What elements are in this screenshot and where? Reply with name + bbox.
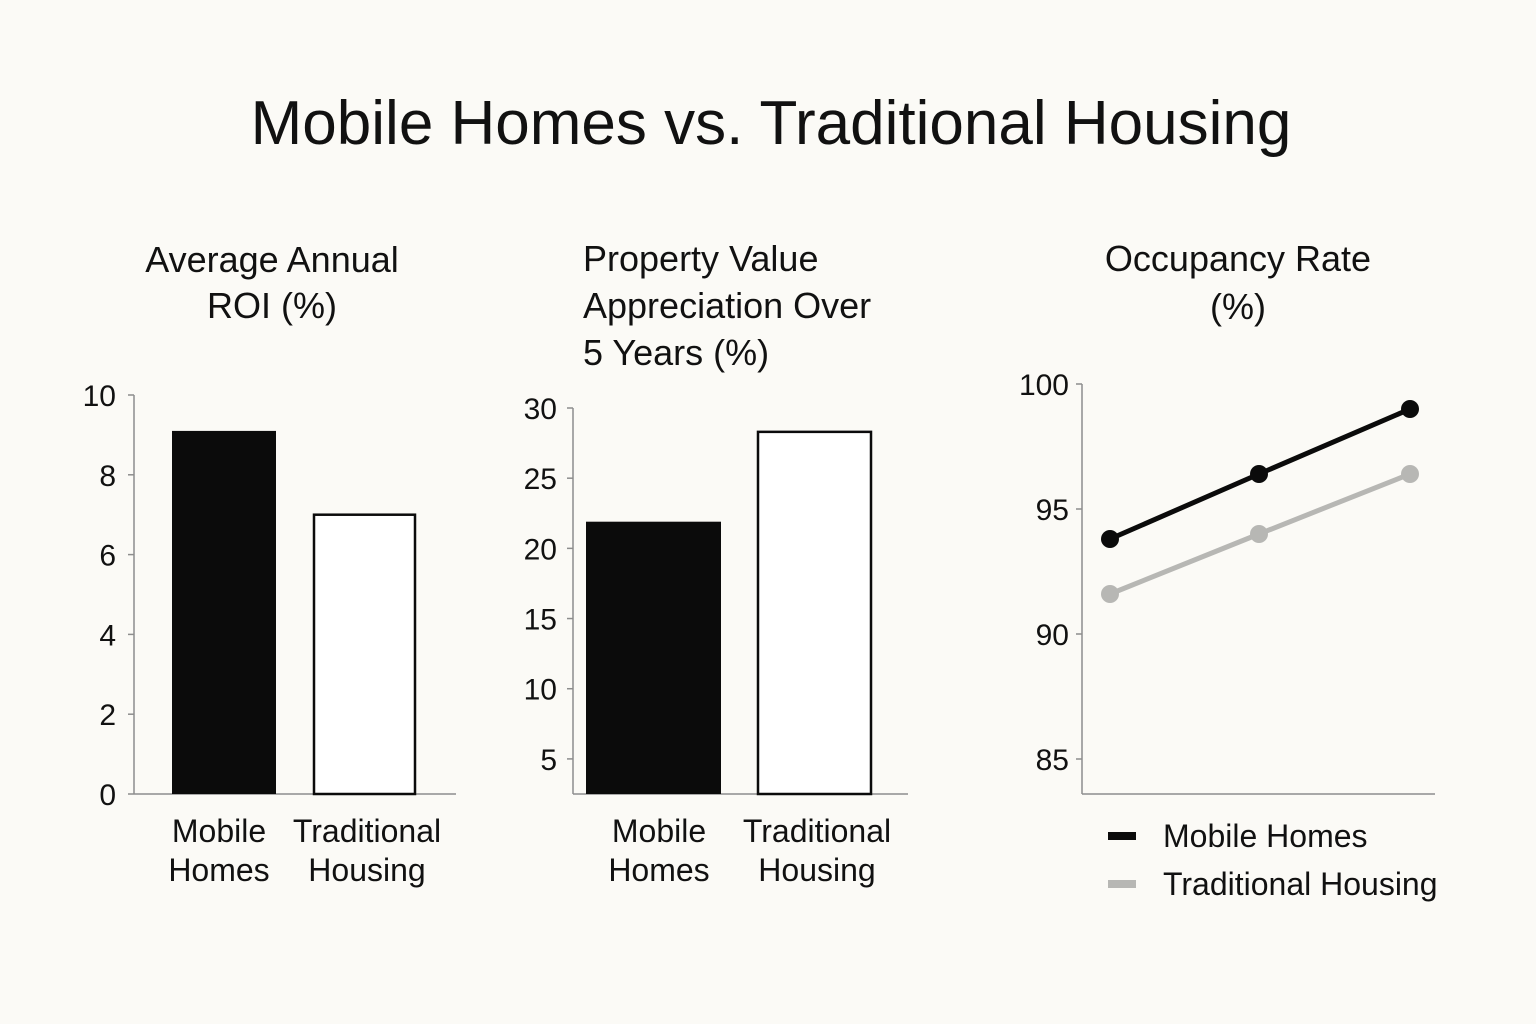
y-tick-label: 20	[524, 533, 557, 566]
y-tick-label: 10	[83, 380, 116, 413]
y-tick-label: 4	[99, 619, 116, 652]
x-category-label: Homes	[608, 852, 709, 888]
panel-title-line: ROI (%)	[207, 285, 337, 326]
bar-traditional-housing	[756, 430, 873, 796]
data-point-mobile-homes	[1250, 465, 1268, 483]
y-tick-label: 6	[99, 540, 116, 573]
legend-label: Traditional Housing	[1163, 866, 1438, 902]
bar-mobile-homes	[586, 521, 721, 794]
x-category-label: Traditional	[743, 813, 891, 849]
x-category-label: Traditional	[293, 813, 441, 849]
y-tick-label: 8	[99, 460, 116, 493]
y-tick-label: 2	[99, 699, 116, 732]
chart-panel-3: Occupancy Rate (%) 85 90 95 100 Mobile Homes Tr…	[1019, 238, 1438, 902]
panel-title-line: (%)	[1210, 286, 1266, 327]
data-point-traditional-housing	[1101, 585, 1119, 603]
x-category-label: Homes	[168, 852, 269, 888]
y-tick-label: 30	[524, 393, 557, 426]
x-category-label: Mobile	[172, 813, 266, 849]
x-category-label: Mobile	[612, 813, 706, 849]
chart-panel-2: Property Value Appreciation Over 5 Years (…	[524, 238, 908, 888]
data-point-traditional-housing	[1401, 465, 1419, 483]
data-point-mobile-homes	[1401, 400, 1419, 418]
y-tick-label: 0	[99, 779, 116, 812]
y-tick-label: 85	[1036, 744, 1069, 777]
legend-label: Mobile Homes	[1163, 818, 1368, 854]
y-tick-label: 25	[524, 463, 557, 496]
y-tick-label: 95	[1036, 494, 1069, 527]
panel-title-line: Property Value	[583, 238, 818, 279]
data-point-mobile-homes	[1101, 530, 1119, 548]
y-tick-label: 10	[524, 674, 557, 707]
x-category-label: Housing	[758, 852, 875, 888]
y-tick-label: 15	[524, 604, 557, 637]
y-tick-label: 90	[1036, 619, 1069, 652]
y-tick-label: 5	[540, 744, 557, 777]
x-category-label: Housing	[308, 852, 425, 888]
data-point-traditional-housing	[1250, 525, 1268, 543]
panel-title-line: Occupancy Rate	[1105, 238, 1371, 279]
panel-title-line: Appreciation Over	[583, 285, 871, 326]
panel-title-line: 5 Years (%)	[583, 332, 769, 373]
y-tick-label: 100	[1019, 369, 1069, 402]
chart-main-title: Mobile Homes vs. Traditional Housing	[251, 89, 1292, 158]
panel-title-line: Average Annual	[145, 239, 399, 280]
bar-traditional-housing	[312, 513, 417, 796]
bar-mobile-homes	[172, 430, 276, 794]
